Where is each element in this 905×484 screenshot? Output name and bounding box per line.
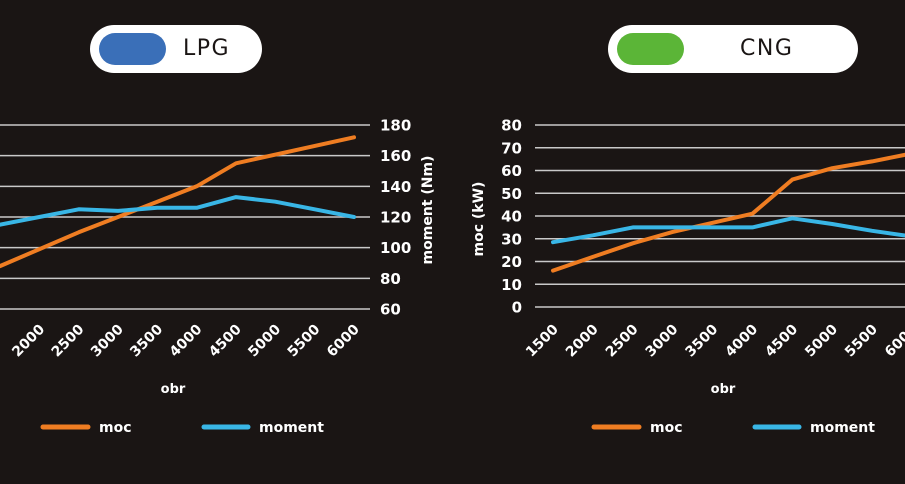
- chart-cng: 0 10 20 30 40 50 60 70 80 1500 2000 2500 3000 3500 400…: [471, 117, 905, 436]
- x-tick-label: 5000: [245, 321, 284, 360]
- x-tick-label: 5500: [842, 321, 881, 360]
- y-axis-label: moment (Nm): [420, 156, 436, 265]
- y-tick-label: 120: [380, 209, 411, 227]
- x-axis-label: obr: [711, 382, 736, 397]
- x-tick-label: 5000: [802, 321, 841, 360]
- x-tick-label: 4000: [167, 321, 206, 360]
- legend-label-moc: moc: [650, 420, 683, 436]
- y-tick-label: 80: [501, 117, 522, 135]
- y-tick-label: 30: [501, 230, 522, 248]
- x-tick-label: 3000: [643, 321, 682, 360]
- y-tick-label: 140: [380, 178, 411, 196]
- x-tick-label: 3000: [88, 321, 127, 360]
- y-tick-label: 180: [380, 117, 411, 135]
- cng-color-pill: [617, 33, 684, 65]
- x-tick-label: 2500: [603, 321, 642, 360]
- y-tick-label: 10: [501, 276, 522, 294]
- cng-badge: CNG: [608, 25, 858, 73]
- lpg-color-pill: [99, 33, 166, 65]
- y-tick-label: 100: [380, 239, 411, 257]
- series-line-moc: [551, 152, 905, 273]
- series-line-moment: [0, 195, 356, 227]
- y-tick-label: 60: [380, 301, 401, 319]
- x-tick-label: 3500: [683, 321, 722, 360]
- legend-label-moment: moment: [810, 420, 875, 436]
- y-tick-label: 50: [501, 185, 522, 203]
- y-tick-label: 160: [380, 147, 411, 165]
- series-line-moment: [551, 216, 905, 245]
- y-axis-label: moc (kW): [471, 182, 487, 257]
- y-tick-label: 60: [501, 162, 522, 180]
- y-tick-label: 70: [501, 139, 522, 157]
- x-tick-label: 1500: [523, 321, 562, 360]
- x-tick-label: 5500: [285, 321, 324, 360]
- x-tick-label: 3500: [127, 321, 166, 360]
- legend-label-moc: moc: [99, 420, 132, 436]
- x-tick-label: 2000: [563, 321, 602, 360]
- x-tick-label: 2500: [49, 321, 88, 360]
- y-tick-label: 20: [501, 253, 522, 271]
- chart-lpg: 60 80 100 120 140 160 180 2000 2500 3000 3500 4000 4…: [0, 117, 436, 436]
- x-tick-label: 4500: [762, 321, 801, 360]
- y-tick-label: 80: [380, 270, 401, 288]
- cng-badge-label: CNG: [740, 36, 794, 61]
- legend-label-moment: moment: [259, 420, 324, 436]
- y-tick-label: 40: [501, 208, 522, 226]
- x-tick-label: 4500: [206, 321, 245, 360]
- lpg-badge-label: LPG: [183, 36, 231, 61]
- x-tick-label: 4000: [722, 321, 761, 360]
- x-tick-label: 6000: [324, 321, 363, 360]
- x-tick-label: 2000: [9, 321, 48, 360]
- x-axis-label: obr: [161, 382, 186, 397]
- lpg-badge: LPG: [90, 25, 262, 73]
- y-tick-label: 0: [512, 299, 522, 317]
- x-tick-label: 6000: [882, 321, 905, 360]
- series-line-moc: [0, 135, 356, 269]
